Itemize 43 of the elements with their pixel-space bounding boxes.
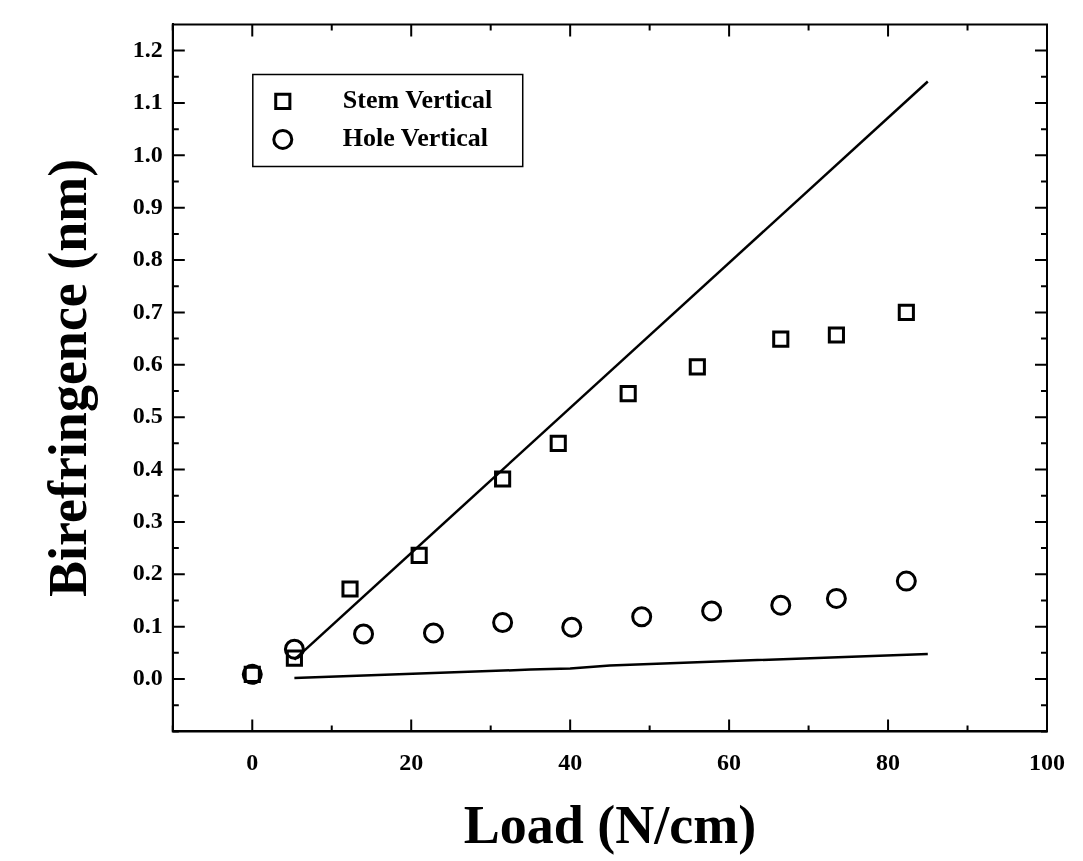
point <box>285 649 303 667</box>
y-tick-label: 0.7 <box>132 297 163 324</box>
point <box>492 611 514 633</box>
legend-label: Hole Vertical <box>342 123 488 153</box>
point <box>631 606 653 628</box>
point <box>283 638 305 660</box>
x-tick-label: 40 <box>558 749 583 775</box>
point <box>341 580 359 598</box>
x-tick-label: 80 <box>876 749 901 775</box>
point <box>410 546 428 565</box>
y-tick-label: 0.3 <box>132 507 163 534</box>
y-tick-label: 0.2 <box>132 559 163 586</box>
y-tick-label: 1.1 <box>132 88 163 115</box>
y-tick-label: 0.1 <box>132 611 163 638</box>
point <box>561 616 583 638</box>
x-tick-label: 100 <box>1029 749 1065 775</box>
x-tick-label: 60 <box>717 749 742 775</box>
y-tick-label: 0.5 <box>132 402 163 429</box>
point <box>701 600 723 622</box>
x-axis-title: Load (N/cm) <box>463 794 757 855</box>
point <box>688 358 706 376</box>
y-tick-label: 0.9 <box>132 192 163 219</box>
point <box>770 594 792 616</box>
y-tick-label: 0.4 <box>132 454 163 481</box>
x-tick-label: 0 <box>246 749 259 775</box>
legend-label: Stem Vertical <box>342 85 493 115</box>
point <box>897 303 915 322</box>
point <box>353 623 375 645</box>
point <box>825 587 847 609</box>
point <box>772 330 790 348</box>
y-tick-label: 0.8 <box>132 245 163 272</box>
point <box>895 570 917 592</box>
point <box>619 385 637 403</box>
x-tick-label: 20 <box>399 749 424 775</box>
y-tick-label: 0.6 <box>132 350 163 377</box>
point <box>422 622 444 644</box>
point <box>494 470 512 488</box>
y-axis-title: Birefringence (nm) <box>38 158 99 598</box>
y-tick-label: 1.2 <box>132 35 163 62</box>
point <box>549 434 567 452</box>
point <box>827 326 845 344</box>
y-tick-label: 0.0 <box>132 664 163 691</box>
y-tick-label: 1.0 <box>132 140 163 167</box>
